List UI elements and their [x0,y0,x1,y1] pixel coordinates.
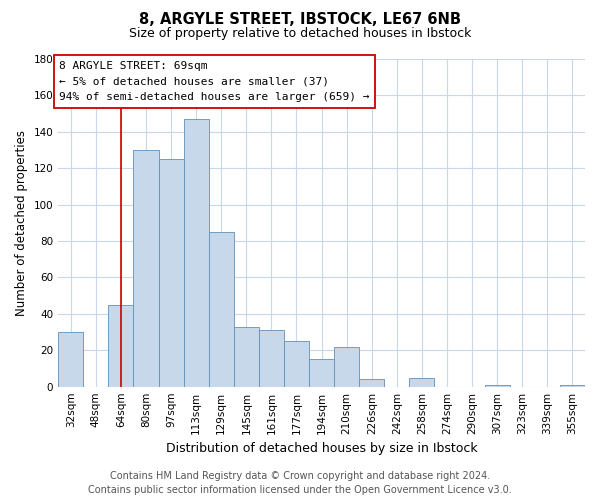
Bar [133,150,158,386]
Bar [259,330,284,386]
Bar [284,341,309,386]
Bar [485,385,510,386]
X-axis label: Distribution of detached houses by size in Ibstock: Distribution of detached houses by size … [166,442,478,455]
Bar [184,119,209,386]
Text: Contains HM Land Registry data © Crown copyright and database right 2024.
Contai: Contains HM Land Registry data © Crown c… [88,471,512,495]
Bar [409,378,434,386]
Bar [109,305,133,386]
Bar [560,385,585,386]
Y-axis label: Number of detached properties: Number of detached properties [15,130,28,316]
Bar [158,159,184,386]
Bar [309,360,334,386]
Text: Size of property relative to detached houses in Ibstock: Size of property relative to detached ho… [129,28,471,40]
Text: 8, ARGYLE STREET, IBSTOCK, LE67 6NB: 8, ARGYLE STREET, IBSTOCK, LE67 6NB [139,12,461,28]
Bar [334,346,359,387]
Bar [209,232,234,386]
Bar [58,332,83,386]
Bar [234,326,259,386]
Bar [359,380,385,386]
Text: 8 ARGYLE STREET: 69sqm
← 5% of detached houses are smaller (37)
94% of semi-deta: 8 ARGYLE STREET: 69sqm ← 5% of detached … [59,61,370,102]
